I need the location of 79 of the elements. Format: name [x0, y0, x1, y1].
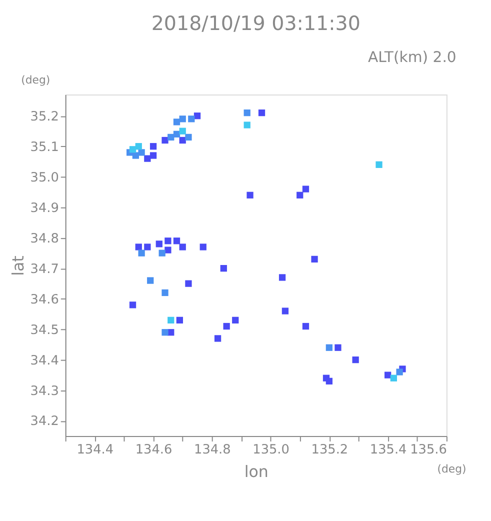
point	[258, 109, 266, 116]
point	[138, 149, 145, 156]
point	[282, 308, 289, 314]
point	[129, 146, 136, 153]
point	[147, 277, 154, 284]
point	[129, 302, 136, 308]
y-tick-label: 34.6	[30, 292, 59, 308]
point	[135, 143, 142, 150]
point	[164, 238, 172, 244]
point	[302, 322, 310, 330]
point	[200, 244, 206, 250]
point	[326, 378, 333, 384]
y-tick-label: 34.3	[30, 384, 59, 399]
y-axis-title: lat	[8, 256, 28, 276]
point	[214, 335, 222, 342]
point	[296, 192, 304, 198]
point	[162, 289, 168, 296]
y-tick-label: 35.1	[30, 140, 59, 155]
point	[302, 186, 310, 192]
y-tick-label: 34.4	[30, 353, 59, 368]
point	[135, 244, 142, 250]
point	[185, 134, 192, 141]
point	[244, 109, 250, 116]
point	[334, 344, 342, 351]
y-tick-label: 34.2	[30, 414, 59, 430]
point	[168, 316, 174, 324]
text: ALT(km) 2.0	[368, 48, 456, 66]
x-tick-label: 134.6	[135, 442, 172, 458]
y-tick-label: 34.8	[30, 231, 59, 246]
text: (deg)	[437, 462, 466, 476]
y-tick-label: 35.0	[30, 170, 59, 186]
point	[150, 152, 157, 159]
point	[179, 116, 186, 122]
point	[246, 192, 254, 198]
point	[162, 329, 168, 336]
point	[150, 143, 157, 150]
y-tick-label: 34.7	[30, 262, 59, 277]
point	[179, 128, 186, 134]
point	[138, 250, 145, 256]
text: (deg)	[21, 74, 50, 87]
point	[156, 240, 162, 248]
point	[173, 238, 180, 244]
point	[326, 344, 333, 351]
y-tick-label: 35.2	[30, 109, 59, 124]
point	[244, 122, 250, 128]
point	[384, 372, 392, 378]
point	[144, 244, 151, 250]
x-tick-label: 134.8	[194, 442, 231, 458]
y-tick-label: 34.9	[30, 200, 59, 216]
x-tick-label: 135.4	[370, 442, 407, 458]
x-tick-label: 135.2	[311, 442, 348, 458]
point	[390, 374, 398, 382]
x-tick-label: 135.6	[410, 442, 447, 458]
point	[168, 134, 174, 141]
x-tick-label: 135.0	[252, 442, 290, 458]
point	[162, 136, 168, 144]
point	[232, 316, 239, 324]
point	[185, 280, 192, 287]
point	[223, 322, 230, 330]
y-tick-label: 34.5	[30, 322, 59, 338]
point	[188, 116, 195, 122]
point	[278, 274, 286, 281]
point	[376, 161, 382, 168]
point	[396, 368, 403, 376]
point	[158, 250, 166, 256]
point	[311, 256, 318, 262]
point	[194, 112, 201, 120]
x-tick-label: 134.4	[76, 442, 114, 458]
x-axis-title: lon	[244, 462, 268, 482]
point	[144, 155, 151, 162]
point	[179, 244, 186, 250]
point	[220, 265, 227, 272]
chart-title: 2018/10/19 03:11:30	[151, 12, 360, 36]
point	[173, 118, 180, 126]
point	[173, 130, 180, 138]
point	[352, 356, 359, 364]
point	[176, 316, 183, 324]
point	[164, 246, 172, 254]
point	[132, 152, 140, 159]
